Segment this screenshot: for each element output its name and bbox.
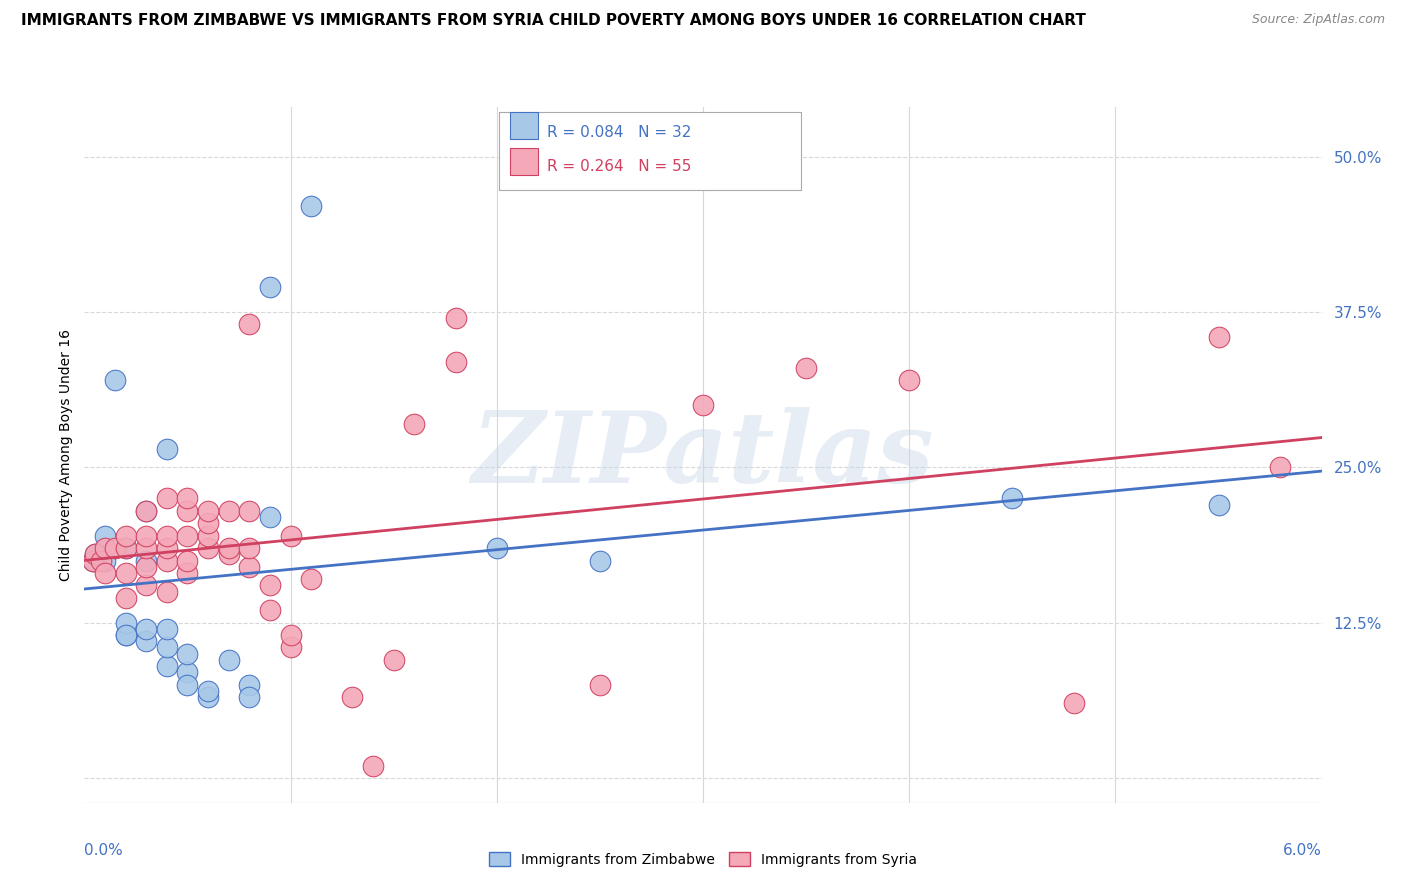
Point: [135, 529, 157, 543]
Point: [156, 529, 179, 543]
Point: [90, 553, 112, 567]
Point: [485, 541, 508, 555]
Point: [238, 318, 260, 332]
Text: IMMIGRANTS FROM ZIMBABWE VS IMMIGRANTS FROM SYRIA CHILD POVERTY AMONG BOYS UNDER: IMMIGRANTS FROM ZIMBABWE VS IMMIGRANTS F…: [21, 13, 1085, 29]
Point: [176, 553, 198, 567]
Point: [692, 398, 714, 412]
Point: [94, 553, 117, 567]
Text: R = 0.264   N = 55: R = 0.264 N = 55: [547, 160, 692, 174]
Point: [114, 615, 136, 630]
Point: [197, 504, 219, 518]
Point: [197, 541, 219, 555]
Point: [176, 529, 198, 543]
Point: [135, 559, 157, 574]
Point: [382, 653, 405, 667]
Point: [176, 647, 198, 661]
Point: [218, 541, 240, 555]
Point: [156, 640, 179, 655]
Point: [156, 553, 179, 567]
Point: [299, 199, 322, 213]
Point: [238, 690, 260, 705]
Point: [176, 504, 198, 518]
Point: [176, 665, 198, 680]
Point: [444, 311, 467, 326]
Point: [104, 541, 127, 555]
Point: [197, 684, 219, 698]
Point: [218, 504, 240, 518]
Point: [197, 516, 219, 531]
Point: [156, 442, 179, 456]
Point: [898, 373, 921, 387]
Point: [259, 280, 281, 294]
Point: [238, 504, 260, 518]
Point: [135, 541, 157, 555]
Text: 6.0%: 6.0%: [1282, 843, 1322, 858]
Point: [94, 529, 117, 543]
Point: [238, 678, 260, 692]
Point: [299, 572, 322, 586]
Y-axis label: Child Poverty Among Boys Under 16: Child Poverty Among Boys Under 16: [59, 329, 73, 581]
Point: [280, 628, 302, 642]
Point: [156, 584, 179, 599]
Point: [135, 504, 157, 518]
Point: [1001, 491, 1024, 506]
Point: [238, 559, 260, 574]
Point: [176, 566, 198, 580]
Point: [259, 578, 281, 592]
Point: [156, 491, 179, 506]
Point: [135, 553, 157, 567]
Point: [114, 541, 136, 555]
Point: [1270, 460, 1292, 475]
Point: [176, 678, 198, 692]
Point: [259, 603, 281, 617]
Point: [589, 678, 612, 692]
Point: [82, 553, 104, 567]
Point: [114, 628, 136, 642]
Point: [218, 653, 240, 667]
Point: [794, 361, 817, 376]
Point: [104, 373, 127, 387]
Point: [238, 541, 260, 555]
Text: R = 0.084   N = 32: R = 0.084 N = 32: [547, 126, 692, 140]
Point: [156, 622, 179, 636]
Text: ZIPatlas: ZIPatlas: [472, 407, 934, 503]
Point: [114, 628, 136, 642]
Point: [135, 504, 157, 518]
Point: [404, 417, 426, 431]
Point: [135, 634, 157, 648]
Point: [135, 622, 157, 636]
Point: [361, 758, 384, 772]
Point: [114, 541, 136, 555]
Point: [280, 640, 302, 655]
Point: [1208, 330, 1230, 344]
Point: [83, 547, 105, 561]
Point: [280, 529, 302, 543]
Point: [1208, 498, 1230, 512]
Point: [259, 510, 281, 524]
Point: [218, 547, 240, 561]
Point: [1063, 697, 1085, 711]
Point: [444, 355, 467, 369]
Legend: Immigrants from Zimbabwe, Immigrants from Syria: Immigrants from Zimbabwe, Immigrants fro…: [484, 847, 922, 872]
Point: [197, 690, 219, 705]
Point: [114, 529, 136, 543]
Point: [114, 591, 136, 605]
Point: [197, 529, 219, 543]
Point: [82, 553, 104, 567]
Text: 0.0%: 0.0%: [84, 843, 124, 858]
Point: [589, 553, 612, 567]
Text: Source: ZipAtlas.com: Source: ZipAtlas.com: [1251, 13, 1385, 27]
Point: [94, 566, 117, 580]
Point: [342, 690, 364, 705]
Point: [156, 541, 179, 555]
Point: [94, 541, 117, 555]
Point: [156, 659, 179, 673]
Point: [114, 566, 136, 580]
Point: [176, 491, 198, 506]
Point: [135, 578, 157, 592]
Point: [83, 547, 105, 561]
